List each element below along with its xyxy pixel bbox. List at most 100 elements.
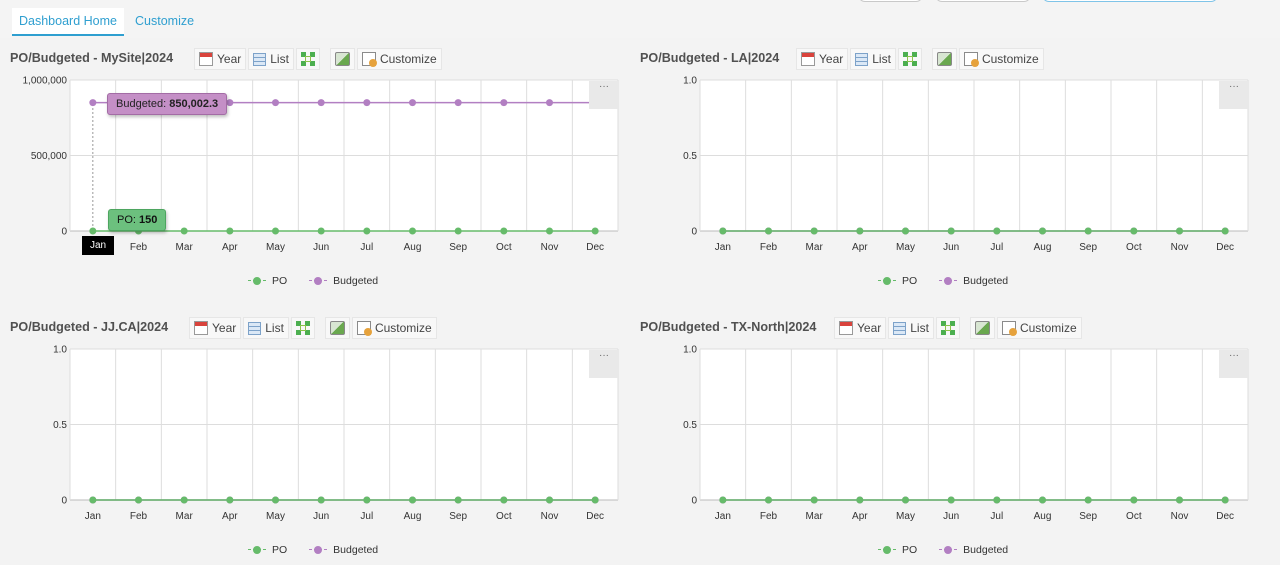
x-tick-label: Nov — [541, 511, 559, 522]
tooltip-budgeted-label: Budgeted: — [116, 98, 170, 110]
expand-button[interactable] — [290, 317, 315, 339]
data-point-po — [1084, 496, 1092, 504]
chart-menu-button[interactable]: ··· — [589, 350, 619, 378]
data-point-po — [272, 227, 279, 235]
list-button[interactable]: List — [850, 48, 896, 70]
expand-button[interactable] — [935, 317, 960, 339]
legend-budgeted[interactable]: Budgeted — [309, 275, 378, 287]
customize-button[interactable]: Customize — [996, 317, 1082, 339]
chart-legend: PO Budgeted — [878, 275, 1030, 287]
export-button[interactable] — [969, 317, 995, 339]
x-tick-label: Jun — [943, 242, 959, 253]
year-button[interactable]: Year — [796, 48, 849, 70]
y-tick-label: 0.5 — [683, 151, 697, 162]
x-tick-label: Nov — [541, 242, 559, 253]
legend-po-label: PO — [902, 544, 918, 556]
x-tick-label: Mar — [176, 242, 194, 253]
legend-budgeted[interactable]: Budgeted — [309, 544, 378, 556]
data-point-budgeted — [454, 99, 462, 107]
x-tick-label: Sep — [449, 511, 467, 522]
tab-customize[interactable]: Customize — [135, 14, 195, 28]
legend-po[interactable]: PO — [878, 544, 917, 556]
data-point-po — [993, 227, 1001, 235]
data-point-po — [856, 227, 864, 235]
y-tick-label: 1.0 — [683, 345, 697, 356]
data-point-po — [317, 227, 325, 235]
data-point-po — [409, 496, 416, 504]
legend-po-marker — [248, 276, 266, 286]
calendar-icon — [839, 321, 853, 335]
x-tick-label: Jan — [715, 511, 731, 522]
x-tick-label: Sep — [1079, 511, 1097, 522]
data-point-po — [1130, 496, 1138, 504]
top-button-1[interactable] — [858, 0, 923, 2]
list-button[interactable]: List — [243, 317, 289, 339]
legend-po[interactable]: PO — [248, 544, 287, 556]
chart-menu-button[interactable]: ··· — [1219, 81, 1249, 109]
data-point-po — [765, 227, 772, 235]
customize-button[interactable]: Customize — [356, 48, 442, 70]
x-tick-label: Apr — [222, 511, 238, 522]
chart-menu-button[interactable]: ··· — [589, 81, 619, 109]
x-tick-label: Jul — [360, 511, 373, 522]
tab-dashboard-home[interactable]: Dashboard Home — [12, 8, 124, 36]
x-tick-label: Feb — [760, 511, 778, 522]
x-tick-label: Mar — [806, 242, 824, 253]
year-button[interactable]: Year — [189, 317, 242, 339]
export-button[interactable] — [324, 317, 350, 339]
list-label: List — [872, 52, 891, 66]
list-icon — [893, 321, 907, 335]
data-point-po — [719, 496, 727, 504]
data-point-po — [1176, 227, 1183, 235]
export-icon — [974, 321, 990, 335]
panel-toolbar: Year List Customize — [834, 317, 1084, 339]
panel-toolbar: Year List Customize — [189, 317, 439, 339]
export-button[interactable] — [329, 48, 355, 70]
panel-toolbar: Year List Customize — [194, 48, 444, 70]
data-point-po — [89, 227, 97, 235]
data-point-po — [719, 227, 727, 235]
panel-title: PO/Budgeted - JJ.CA|2024 — [10, 320, 169, 334]
data-point-po — [856, 496, 864, 504]
export-button[interactable] — [931, 48, 957, 70]
data-point-po — [363, 227, 371, 235]
customize-label: Customize — [379, 52, 437, 66]
x-tick-label: Jun — [313, 511, 329, 522]
list-button[interactable]: List — [248, 48, 294, 70]
x-tick-label: Oct — [1126, 242, 1142, 253]
data-point-po — [363, 496, 371, 504]
top-button-2[interactable] — [935, 0, 1031, 2]
legend-po[interactable]: PO — [878, 275, 917, 287]
chart-panel-txnorth: PO/Budgeted - TX-North|2024 Year List Cu… — [640, 309, 1250, 565]
customize-button[interactable]: Customize — [958, 48, 1044, 70]
legend-budgeted[interactable]: Budgeted — [939, 544, 1008, 556]
x-tick-label: Apr — [852, 511, 868, 522]
data-point-po — [947, 227, 955, 235]
customize-icon — [963, 52, 979, 67]
year-button[interactable]: Year — [194, 48, 247, 70]
legend-budgeted[interactable]: Budgeted — [939, 275, 1008, 287]
x-tick-label: Apr — [852, 242, 868, 253]
y-tick-label: 1,000,000 — [23, 76, 68, 87]
x-tick-label: Jul — [990, 511, 1003, 522]
line-chart: 0 500,000 1,000,000 Jan Feb Mar Apr May Jun Jul Au… — [23, 76, 619, 253]
legend-po-label: PO — [272, 544, 288, 556]
calendar-icon — [801, 52, 815, 66]
expand-button[interactable] — [295, 48, 320, 70]
x-tick-label: Oct — [496, 242, 512, 253]
legend-budgeted-label: Budgeted — [963, 275, 1009, 287]
top-button-3[interactable] — [1042, 0, 1218, 2]
year-button[interactable]: Year — [834, 317, 887, 339]
legend-po-marker — [878, 545, 896, 555]
chart-panel-jjca: PO/Budgeted - JJ.CA|2024 Year List Custo… — [10, 309, 620, 565]
chart-menu-button[interactable]: ··· — [1219, 350, 1249, 378]
customize-button[interactable]: Customize — [351, 317, 437, 339]
line-chart: 0 0.5 1.0 Jan Feb Mar Apr May Jun Jul Aug Sep Oct Nov… — [683, 345, 1249, 522]
expand-button[interactable] — [897, 48, 922, 70]
list-label: List — [910, 321, 929, 335]
legend-po[interactable]: PO — [248, 275, 287, 287]
x-tick-label: May — [896, 242, 915, 253]
list-button[interactable]: List — [888, 317, 934, 339]
legend-po-label: PO — [902, 275, 918, 287]
x-tick-label: Aug — [1034, 511, 1052, 522]
